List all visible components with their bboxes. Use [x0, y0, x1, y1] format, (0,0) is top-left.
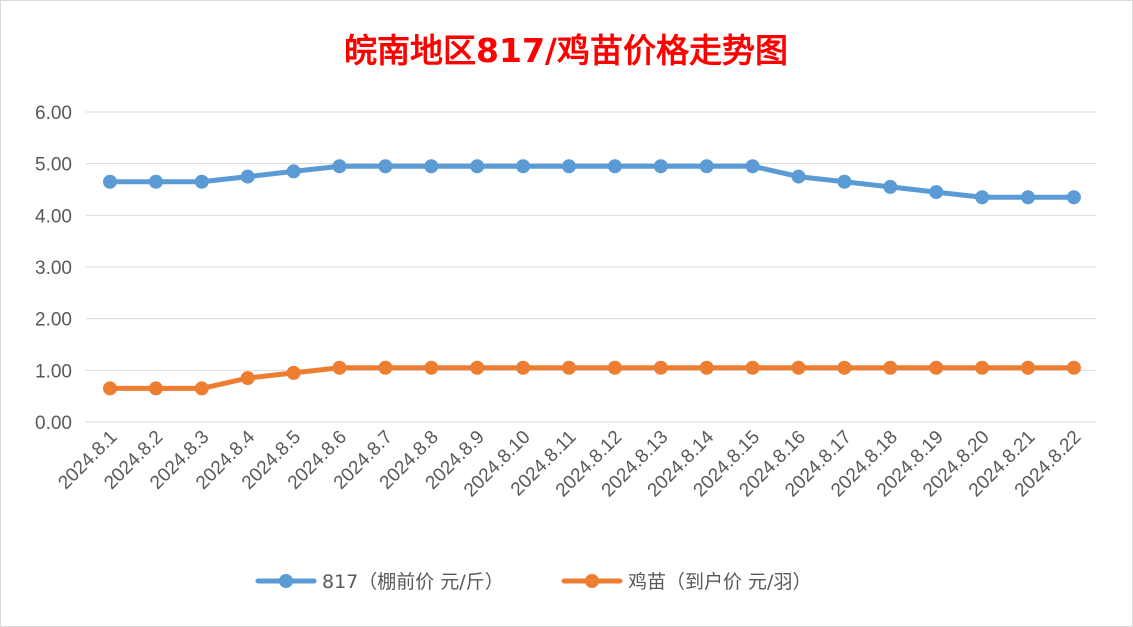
- y-tick-label: 1.00: [35, 361, 72, 382]
- data-point: [424, 159, 439, 174]
- data-point: [148, 174, 163, 189]
- data-point: [470, 159, 485, 174]
- y-tick-label: 6.00: [35, 103, 72, 124]
- data-point: [103, 174, 117, 189]
- y-tick-label: 0.00: [35, 413, 72, 434]
- data-point: [837, 174, 852, 189]
- series-line: [107, 163, 1077, 200]
- data-point: [607, 159, 622, 174]
- chart-title: 皖南地区817/鸡苗价格走势图: [344, 31, 788, 70]
- data-point: [286, 164, 301, 179]
- data-point: [424, 360, 439, 375]
- legend-label: 817（棚前价 元/斤）: [322, 571, 504, 593]
- data-point: [1066, 190, 1081, 205]
- data-point: [194, 174, 209, 189]
- data-point: [975, 360, 990, 375]
- data-point: [653, 159, 668, 174]
- data-point: [929, 360, 944, 375]
- legend: 817（棚前价 元/斤） 鸡苗（到户价 元/羽）: [255, 571, 811, 593]
- data-point: [975, 190, 990, 205]
- data-point: [699, 360, 714, 375]
- data-point: [745, 159, 760, 174]
- data-point: [470, 360, 485, 375]
- legend-point-marker: [279, 574, 293, 588]
- data-point: [791, 169, 806, 184]
- data-point: [516, 159, 531, 174]
- data-point: [240, 371, 255, 386]
- data-point: [103, 381, 117, 396]
- data-point: [745, 360, 760, 375]
- y-tick-label: 4.00: [35, 206, 72, 227]
- gridlines: [86, 111, 1096, 423]
- y-tick-label: 3.00: [35, 258, 72, 279]
- x-axis: 2024.8.12024.8.22024.8.32024.8.42024.8.5…: [54, 426, 1085, 501]
- data-point: [332, 159, 347, 174]
- data-point: [1066, 360, 1081, 375]
- data-point: [332, 360, 347, 375]
- data-point: [516, 360, 531, 375]
- data-point: [883, 360, 898, 375]
- data-point: [699, 159, 714, 174]
- legend-label: 鸡苗（到户价 元/羽）: [628, 571, 811, 593]
- series-line: [107, 365, 1077, 391]
- data-point: [929, 185, 944, 200]
- data-point: [148, 381, 163, 396]
- series-2: [103, 360, 1081, 396]
- data-point: [286, 365, 301, 380]
- data-point: [378, 360, 393, 375]
- legend-point-marker: [585, 574, 599, 588]
- series-1: [103, 159, 1081, 205]
- data-point: [1021, 360, 1035, 375]
- plot-series: [103, 159, 1081, 396]
- data-point: [194, 381, 209, 396]
- legend-item: 817（棚前价 元/斤）: [255, 571, 504, 593]
- y-tick-label: 5.00: [35, 155, 72, 176]
- data-point: [791, 360, 806, 375]
- data-point: [837, 360, 852, 375]
- y-tick-label: 2.00: [35, 310, 72, 331]
- data-point: [562, 159, 576, 174]
- data-point: [1021, 190, 1035, 205]
- data-point: [240, 169, 255, 184]
- y-axis: 0.00 1.00 2.00 3.00 4.00 5.00 6.00: [35, 103, 72, 434]
- data-point: [562, 360, 576, 375]
- data-point: [607, 360, 622, 375]
- data-point: [653, 360, 668, 375]
- data-point: [378, 159, 393, 174]
- legend-item: 鸡苗（到户价 元/羽）: [561, 571, 811, 593]
- data-point: [883, 179, 898, 194]
